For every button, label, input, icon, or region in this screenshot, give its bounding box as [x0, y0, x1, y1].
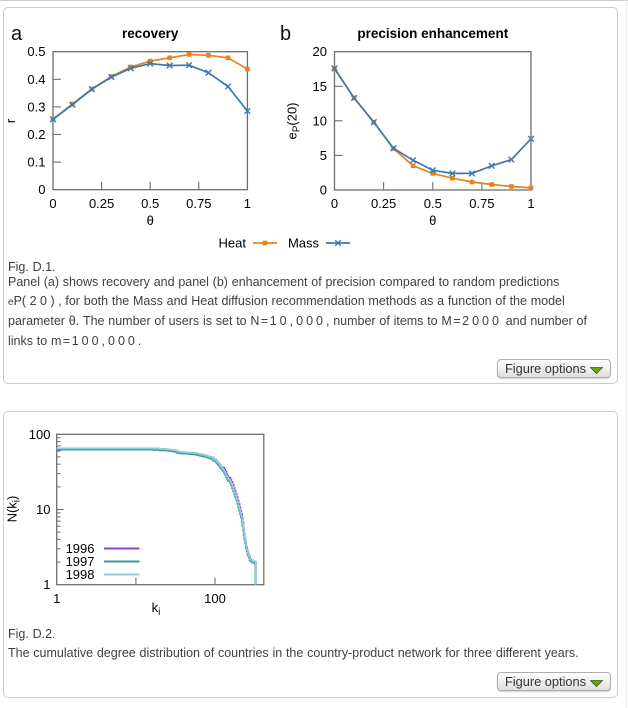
svg-text:precision enhancement: precision enhancement: [357, 26, 508, 41]
svg-text:r: r: [3, 118, 18, 123]
svg-text:0.5: 0.5: [141, 196, 159, 211]
svg-text:1996: 1996: [66, 541, 95, 556]
svg-text:1: 1: [527, 196, 534, 211]
svg-text:Mass: Mass: [288, 236, 320, 251]
svg-text:0: 0: [320, 183, 327, 198]
svg-text:1: 1: [43, 577, 50, 592]
svg-text:10: 10: [313, 113, 327, 128]
svg-text:N(ki): N(ki): [5, 496, 23, 523]
svg-text:recovery: recovery: [122, 26, 179, 41]
svg-text:eP(20): eP(20): [285, 102, 303, 139]
svg-text:0.75: 0.75: [469, 196, 494, 211]
svg-text:0.4: 0.4: [27, 72, 45, 87]
svg-text:0: 0: [49, 196, 56, 211]
svg-text:10: 10: [36, 502, 50, 517]
svg-text:15: 15: [313, 79, 327, 94]
svg-text:ki: ki: [152, 600, 161, 618]
svg-text:0.25: 0.25: [371, 196, 396, 211]
svg-text:0: 0: [331, 196, 338, 211]
svg-text:b: b: [280, 23, 291, 45]
svg-text:100: 100: [29, 427, 51, 442]
svg-text:θ: θ: [147, 213, 154, 228]
svg-text:Heat: Heat: [219, 236, 247, 251]
svg-text:θ: θ: [429, 213, 436, 228]
svg-text:1: 1: [244, 196, 251, 211]
svg-text:0.25: 0.25: [89, 196, 114, 211]
svg-text:0.1: 0.1: [27, 155, 45, 170]
svg-text:5: 5: [320, 148, 327, 163]
svg-text:0: 0: [38, 182, 45, 197]
svg-text:1: 1: [53, 591, 60, 606]
svg-text:a: a: [11, 23, 23, 45]
svg-text:0.2: 0.2: [27, 127, 45, 142]
svg-text:20: 20: [313, 44, 327, 59]
svg-text:0.75: 0.75: [186, 196, 211, 211]
svg-text:1997: 1997: [66, 554, 95, 569]
svg-text:100: 100: [204, 591, 226, 606]
svg-text:0.5: 0.5: [27, 44, 45, 59]
svg-text:0.3: 0.3: [27, 99, 45, 114]
svg-text:0.5: 0.5: [424, 196, 442, 211]
svg-text:1998: 1998: [66, 567, 95, 582]
